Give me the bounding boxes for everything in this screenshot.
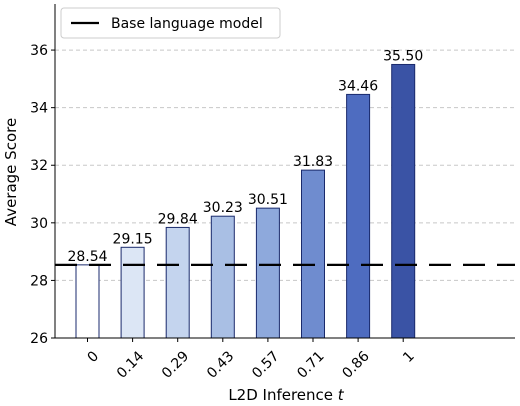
bar [301, 169, 325, 339]
legend: Base language model [60, 7, 281, 39]
y-tick-label: 30 [30, 216, 48, 232]
data-label: 28.54 [67, 249, 107, 265]
x-tick-label: 0 [84, 348, 102, 366]
x-axis-label-text: L2D Inference [228, 386, 337, 404]
data-labels: 28.54 29.15 29.84 30.23 30.51 31.83 34.46 35.50 [67, 48, 423, 264]
bar [391, 63, 416, 339]
data-label: 29.15 [113, 231, 153, 247]
bar [75, 264, 100, 339]
x-ticks: 0 0.14 0.29 0.43 0.57 0.71 0.86 1 [84, 338, 418, 382]
legend-box [60, 7, 281, 39]
x-axis-label: L2D Inference t [228, 386, 344, 404]
x-tick-label: 1 [400, 348, 418, 366]
y-axis-label: Average Score [2, 118, 20, 226]
y-tick-label: 36 [30, 43, 48, 59]
x-tick-label: 0.43 [204, 348, 237, 381]
x-tick-label: 0.14 [114, 348, 147, 381]
legend-label: Base language model [111, 16, 263, 32]
data-label: 35.50 [383, 48, 423, 64]
y-tick-label: 26 [30, 331, 48, 347]
data-label: 29.84 [158, 211, 198, 227]
y-tick-label: 34 [30, 101, 48, 117]
bar [120, 246, 145, 339]
data-label: 30.23 [203, 200, 243, 216]
data-label: 30.51 [248, 192, 288, 208]
bar [346, 93, 371, 339]
bars [75, 63, 416, 339]
y-tick-label: 32 [30, 158, 48, 174]
axes [54, 4, 515, 339]
x-tick-label: 0.29 [159, 348, 192, 381]
data-label: 31.83 [293, 154, 333, 170]
bar [210, 215, 235, 339]
y-tick-label: 28 [30, 273, 48, 289]
x-tick-label: 0.57 [249, 348, 282, 381]
y-ticks: 26 28 30 32 34 36 [30, 43, 55, 347]
data-label: 34.46 [338, 78, 378, 94]
x-axis-label-variable: t [338, 386, 345, 404]
bar [255, 207, 280, 339]
bar [165, 226, 190, 339]
x-tick-label: 0.71 [294, 348, 327, 381]
x-tick-label: 0.86 [339, 348, 372, 381]
